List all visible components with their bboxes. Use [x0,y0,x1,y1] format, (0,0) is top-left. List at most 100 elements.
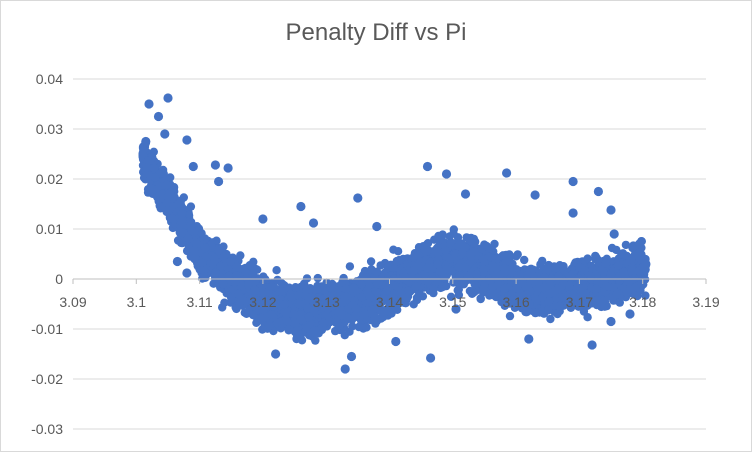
x-tick-label: 3.1 [127,294,147,310]
data-point [609,229,619,239]
data-point [231,277,240,286]
data-point [376,261,385,270]
data-point [567,273,577,283]
data-point [249,257,258,266]
data-point [395,255,404,265]
data-point [470,247,479,256]
data-point [197,258,207,267]
data-point [176,196,186,205]
data-point [362,323,371,332]
data-point [388,281,397,290]
data-point [323,301,332,310]
data-point [591,254,600,264]
chart-title: Penalty Diff vs Pi [285,19,467,46]
data-point [414,261,423,270]
data-point [568,176,578,187]
data-point [438,230,447,239]
x-tick-label: 3.15 [439,294,466,310]
data-point [309,305,318,315]
data-point [267,282,276,291]
data-point [166,173,175,182]
data-point [177,216,186,226]
data-point [565,296,574,305]
data-point [445,254,454,264]
data-point [625,309,635,319]
data-point [491,270,500,280]
data-point [372,267,382,276]
data-point [530,190,540,200]
data-point [338,278,347,287]
data-point [432,235,442,244]
data-point [634,239,645,249]
data-point [329,285,338,294]
data-point [176,238,186,248]
data-point [559,262,568,271]
data-point [373,294,382,304]
data-point [555,302,564,311]
data-point [592,284,601,293]
data-point [543,265,553,274]
data-point [349,283,359,293]
data-point [168,214,177,223]
data-point [308,218,319,228]
data-point [446,238,455,248]
data-point [291,283,300,292]
data-point [187,226,197,236]
data-point [498,297,508,306]
data-point [341,284,351,294]
data-point [353,193,363,203]
data-point [251,286,260,295]
data-point [280,300,289,309]
data-point [321,293,330,303]
data-point [632,250,642,260]
data-point [641,259,651,269]
data-point [533,284,543,294]
data-point [143,169,153,178]
data-point [304,312,314,322]
data-point [150,173,160,182]
data-points [138,93,651,374]
data-point [442,264,451,274]
data-point [311,336,320,345]
data-point [422,246,432,256]
data-point [576,292,585,302]
data-point [357,292,366,302]
data-point [313,285,322,294]
data-point [512,283,521,293]
data-point [411,282,421,291]
data-point [612,290,621,299]
data-point [522,290,531,299]
data-point [188,161,198,172]
x-tick-label: 3.17 [566,294,593,310]
data-point [270,291,279,301]
data-point [182,135,192,145]
data-point [218,279,228,289]
data-point [565,280,574,290]
data-point [310,326,319,335]
data-point [343,313,353,322]
y-tick-label: -0.03 [31,421,63,437]
data-point [479,265,488,274]
data-point [147,184,157,194]
data-point [502,168,512,178]
data-point [601,259,610,268]
data-point [254,296,263,305]
data-point [177,202,186,212]
data-point [449,229,458,238]
data-point [558,293,568,302]
data-point [260,296,269,305]
data-point [583,254,592,263]
data-point [332,318,341,328]
y-tick-label: 0.03 [36,121,63,137]
data-point [349,300,358,309]
data-point [568,208,578,218]
data-point [620,269,629,279]
data-point [340,292,349,302]
data-point [455,271,464,280]
x-tick-label: 3.14 [376,294,403,310]
x-tick-label: 3.11 [186,294,212,310]
data-point [363,288,372,297]
data-point [426,353,436,363]
data-point [403,293,412,302]
